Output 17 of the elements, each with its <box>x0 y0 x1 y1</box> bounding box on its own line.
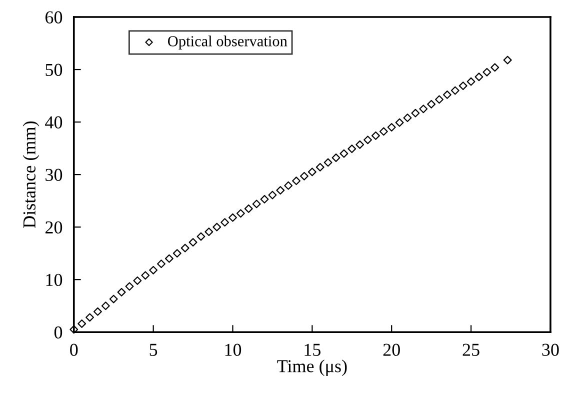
x-tick-label: 25 <box>462 344 480 356</box>
y-tick-label: 40 <box>45 116 62 128</box>
x-tick-label: 30 <box>542 344 559 356</box>
x-axis-title: Time (μs) <box>277 360 347 376</box>
y-axis-title: Distance (mm) <box>22 121 40 228</box>
y-tick-label: 10 <box>46 274 62 286</box>
x-tick-label: 20 <box>383 344 400 356</box>
x-tick-label: 10 <box>225 344 242 356</box>
y-tick-label: 20 <box>46 221 62 234</box>
x-tick-label: 5 <box>150 344 158 356</box>
y-tick-label: 50 <box>46 64 62 76</box>
legend-label: Optical observation <box>168 36 288 50</box>
y-tick-label: 0 <box>54 326 62 339</box>
x-tick-label: 15 <box>304 344 320 356</box>
y-tick-label: 60 <box>45 11 62 24</box>
x-tick-label: 0 <box>70 344 78 356</box>
y-tick-label: 30 <box>46 168 62 181</box>
